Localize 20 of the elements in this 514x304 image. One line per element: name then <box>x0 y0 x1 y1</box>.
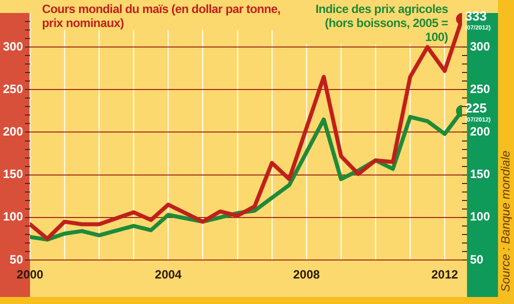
y2-tick-label: 50 <box>470 252 484 266</box>
y2-tick-label: 200 <box>470 124 490 139</box>
y2-tick-label: 100 <box>470 210 490 224</box>
y2-tick-label: 150 <box>470 167 490 182</box>
x-tick-label: 2004 <box>154 268 182 282</box>
x-tick-label: 2008 <box>293 268 320 282</box>
y-tick-label: 100 <box>2 210 24 224</box>
text: Indice des prix agricoles (hors boissons, 2005 = 100) <box>300 2 448 44</box>
y-tick-label: 300 <box>2 39 24 54</box>
x-tick-label: 2012 <box>431 268 458 282</box>
y-tick-label: 200 <box>2 124 24 139</box>
y-tick-label: 50 <box>10 252 24 266</box>
text: Cours mondial du maïs (en dollar par tonne, prix nominaux) <box>42 2 287 30</box>
y2-tick-label: 300 <box>470 39 490 54</box>
x-tick-label: 2000 <box>16 268 44 282</box>
y-tick-label: 250 <box>2 82 24 96</box>
source-note: Source : Banque mondiale <box>498 150 512 292</box>
data-label: 225 <box>465 100 487 116</box>
y2-tick-label: 250 <box>470 82 490 96</box>
y-tick-label: 150 <box>2 167 24 182</box>
